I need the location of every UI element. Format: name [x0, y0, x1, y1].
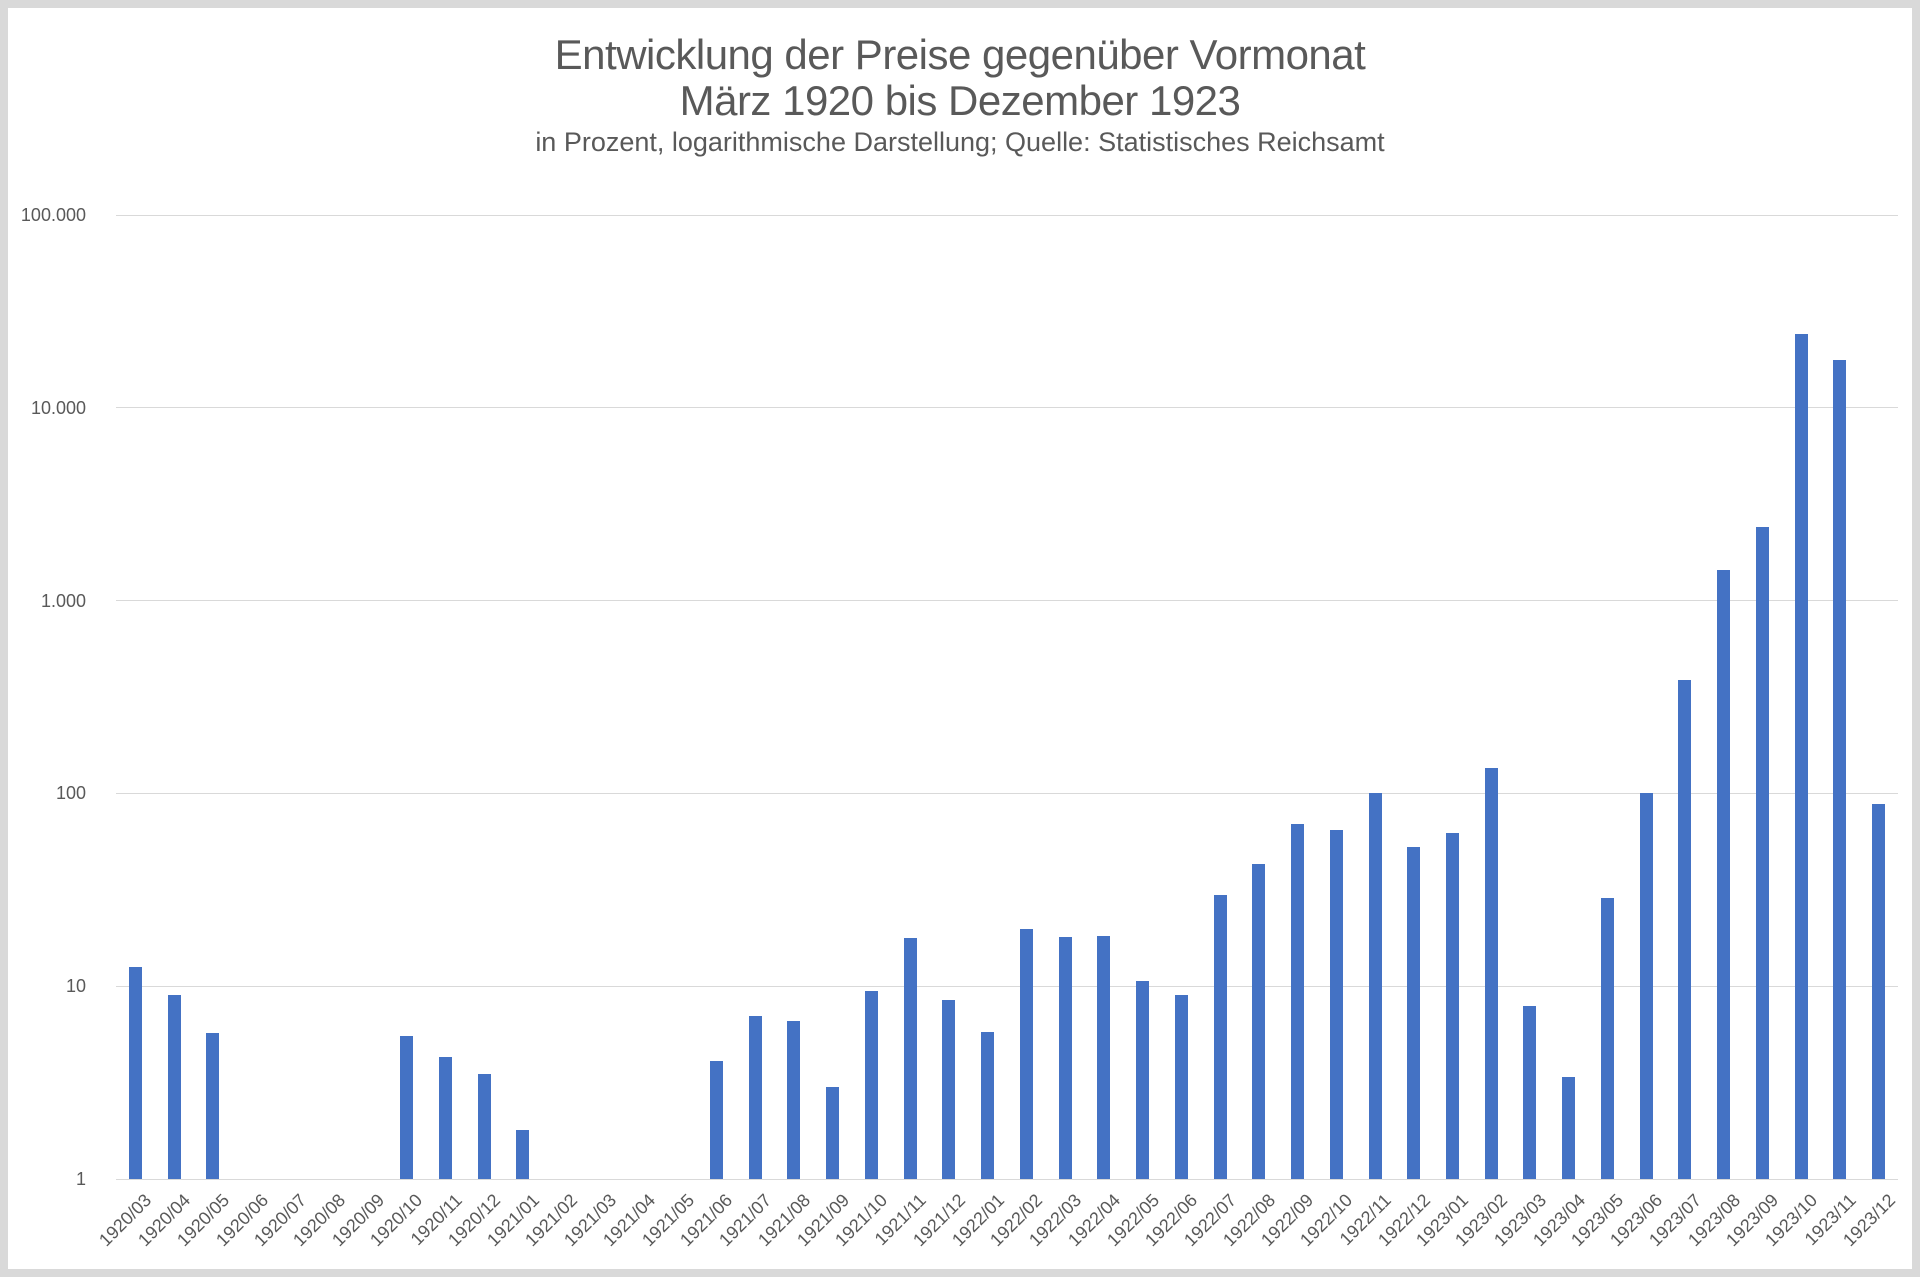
bar [1213, 895, 1227, 1179]
bar [206, 1033, 220, 1179]
bar [438, 1056, 452, 1179]
y-axis-tick-label: 1 [75, 1169, 86, 1189]
y-axis-tick-label: 10.000 [30, 397, 86, 418]
bar [1833, 359, 1847, 1179]
bar [1136, 981, 1150, 1179]
bar [864, 991, 878, 1179]
bar [1678, 680, 1692, 1179]
gridline [116, 214, 1898, 216]
bar [1562, 1076, 1576, 1179]
gridline [116, 1178, 1898, 1180]
bar [1717, 570, 1731, 1179]
y-axis-tick-label: 1.000 [40, 590, 86, 611]
bar [981, 1031, 995, 1179]
gridline [116, 792, 1898, 794]
chart-title-line1: Entwicklung der Preise gegenüber Vormona… [554, 31, 1366, 78]
chart-subtitle: in Prozent, logarithmische Darstellung; … [535, 127, 1385, 157]
bar [942, 999, 956, 1179]
bar [400, 1036, 414, 1179]
bar [1755, 526, 1769, 1179]
bar [1097, 936, 1111, 1179]
bar [1407, 847, 1421, 1179]
gridline [116, 407, 1898, 409]
y-axis-tick-label: 10 [65, 976, 86, 997]
bar [1329, 830, 1343, 1179]
bar [1484, 768, 1498, 1179]
bar [128, 966, 142, 1179]
bar [1058, 936, 1072, 1179]
bar [1291, 823, 1305, 1179]
bar [1252, 863, 1266, 1179]
bar [1523, 1005, 1537, 1179]
gridline [116, 600, 1898, 602]
bar [748, 1016, 762, 1179]
bar [709, 1060, 723, 1179]
gridline [116, 985, 1898, 987]
bar [1019, 929, 1033, 1179]
bar [903, 938, 917, 1179]
y-axis-tick-label: 100.000 [20, 205, 86, 225]
bar [1639, 793, 1653, 1179]
bar [826, 1087, 840, 1179]
bar [1174, 995, 1188, 1179]
bar [1794, 333, 1808, 1179]
bar [1446, 832, 1459, 1179]
bar [1600, 897, 1614, 1179]
bar [516, 1129, 530, 1179]
bar [167, 995, 181, 1179]
chart-title-line2: März 1920 bis Dezember 1923 [679, 77, 1241, 124]
bar [1368, 792, 1382, 1179]
y-axis-tick-label: 100 [55, 783, 86, 804]
bar [1872, 803, 1886, 1179]
bar [787, 1020, 801, 1179]
bar [477, 1074, 491, 1179]
chart-title-block: Entwicklung der Preise gegenüber Vormona… [8, 31, 1912, 158]
